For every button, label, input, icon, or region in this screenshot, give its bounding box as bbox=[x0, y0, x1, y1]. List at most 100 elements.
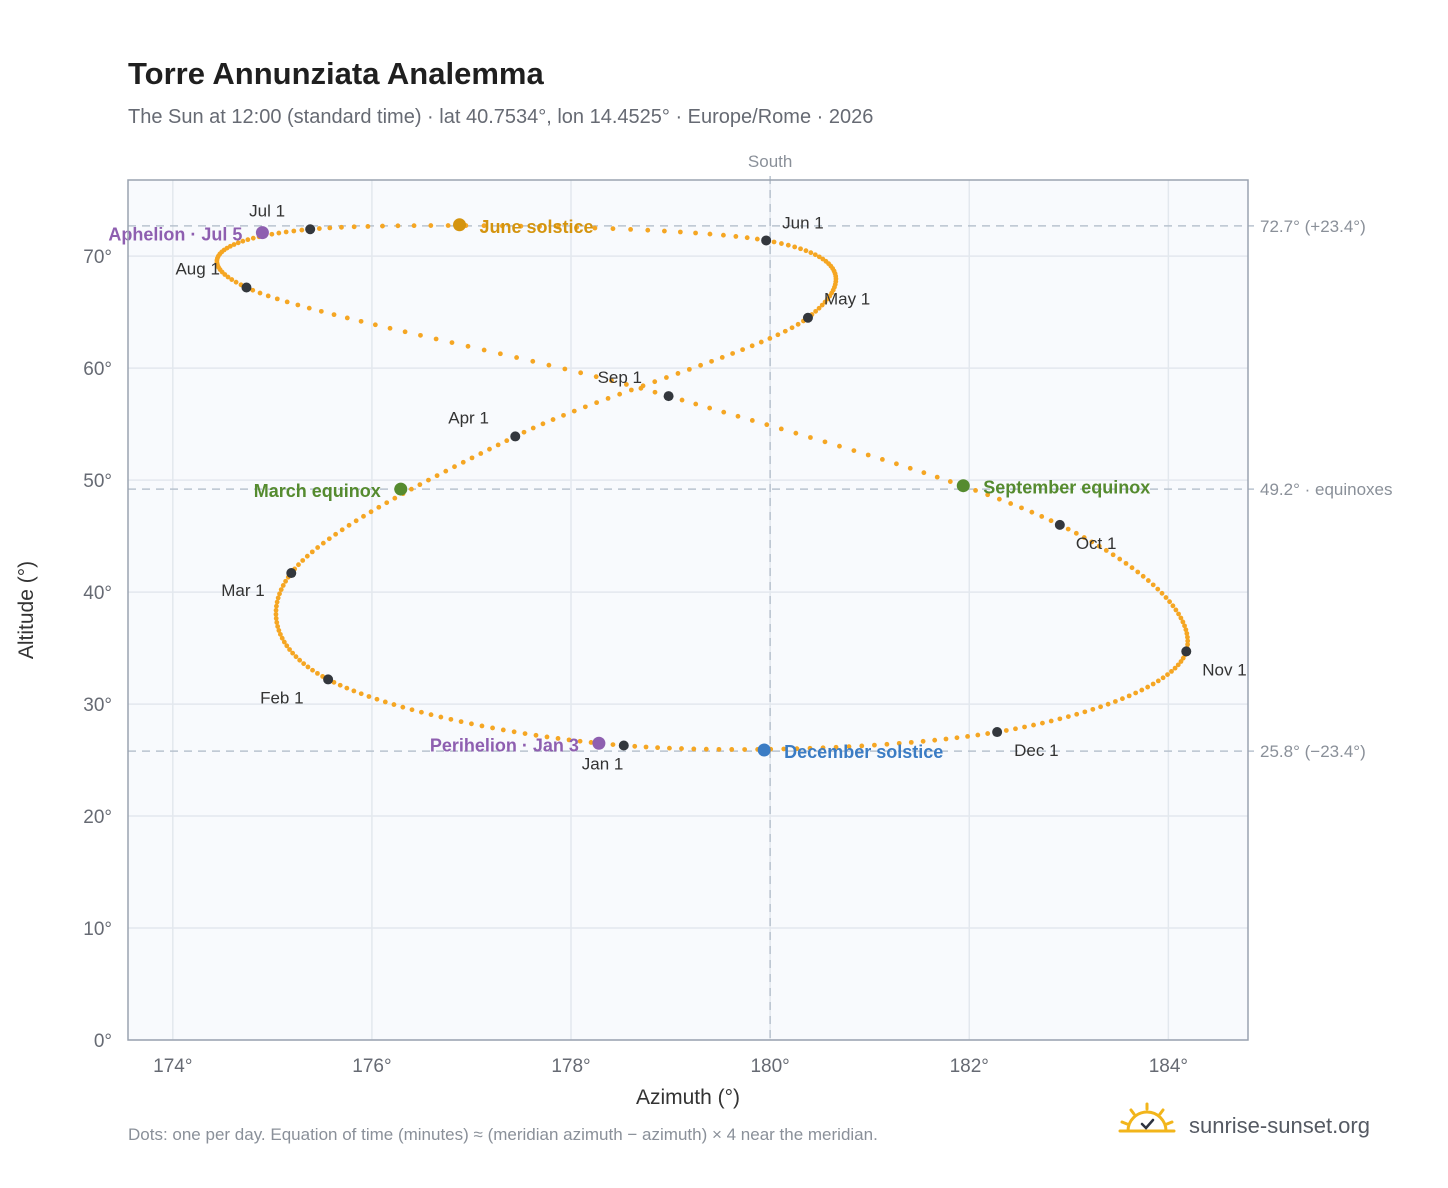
daily-dot bbox=[1159, 590, 1165, 596]
daily-dot bbox=[807, 745, 813, 751]
x-tick-label: 184° bbox=[1149, 1056, 1188, 1077]
daily-dot bbox=[594, 400, 600, 406]
daily-dot bbox=[478, 451, 484, 456]
daily-dot bbox=[225, 274, 231, 280]
daily-dot bbox=[555, 736, 561, 741]
daily-dot bbox=[707, 231, 713, 237]
daily-dot bbox=[996, 496, 1002, 502]
daily-dot bbox=[749, 418, 755, 423]
event-marker bbox=[255, 226, 269, 240]
daily-dot bbox=[452, 464, 457, 470]
daily-dot bbox=[859, 743, 865, 749]
daily-dot bbox=[716, 746, 722, 752]
daily-dot bbox=[448, 716, 454, 722]
chart-subtitle: The Sun at 12:00 (standard time) · lat 4… bbox=[128, 106, 873, 128]
daily-dot bbox=[1089, 539, 1095, 545]
daily-dot bbox=[932, 737, 938, 743]
daily-dot bbox=[812, 252, 818, 258]
event-marker bbox=[394, 482, 408, 496]
daily-dot bbox=[1123, 560, 1129, 566]
month-marker bbox=[802, 312, 813, 323]
month-marker bbox=[761, 235, 772, 246]
daily-dot bbox=[1022, 724, 1027, 730]
daily-dot bbox=[566, 737, 572, 743]
daily-dot bbox=[358, 691, 364, 697]
month-label: May 1 bbox=[824, 290, 870, 309]
daily-dot bbox=[794, 746, 800, 752]
daily-dot bbox=[481, 223, 487, 229]
x-tick-label: 174° bbox=[153, 1056, 192, 1077]
daily-dot bbox=[628, 387, 634, 393]
daily-dot bbox=[588, 740, 594, 745]
daily-dot bbox=[257, 290, 263, 296]
daily-dot bbox=[353, 518, 359, 524]
chart-title: Torre Annunziata Analemma bbox=[128, 56, 544, 91]
event-marker bbox=[757, 743, 771, 757]
month-label: Sep 1 bbox=[598, 368, 642, 387]
daily-dot bbox=[351, 688, 357, 694]
daily-dot bbox=[865, 452, 871, 458]
daily-dot bbox=[291, 228, 297, 234]
daily-dot bbox=[269, 231, 275, 237]
daily-dot bbox=[309, 549, 315, 555]
daily-dot bbox=[434, 473, 440, 479]
daily-dot bbox=[296, 562, 301, 568]
month-marker bbox=[663, 391, 674, 402]
month-label: Mar 1 bbox=[221, 581, 264, 600]
daily-dot bbox=[1065, 526, 1071, 532]
event-label: Aphelion · Jul 5 bbox=[108, 225, 242, 245]
event-marker bbox=[453, 218, 467, 232]
daily-dot bbox=[638, 385, 644, 391]
daily-dot bbox=[592, 225, 598, 231]
event-label: March equinox bbox=[254, 481, 381, 501]
daily-dot bbox=[749, 343, 755, 349]
daily-dot bbox=[721, 232, 726, 238]
daily-dot bbox=[894, 461, 899, 467]
daily-dot bbox=[793, 430, 799, 436]
y-tick-label: 30° bbox=[83, 695, 112, 716]
daily-dot bbox=[368, 509, 374, 515]
daily-dot bbox=[652, 389, 658, 395]
daily-dot bbox=[1019, 505, 1024, 511]
daily-dot bbox=[574, 225, 580, 230]
month-label: Apr 1 bbox=[448, 408, 489, 427]
daily-dot bbox=[400, 704, 406, 710]
month-marker bbox=[323, 674, 334, 685]
daily-dot bbox=[789, 325, 795, 331]
daily-dot bbox=[943, 736, 949, 742]
daily-dot bbox=[808, 435, 813, 440]
daily-dot bbox=[409, 486, 414, 492]
x-tick-label: 176° bbox=[352, 1056, 391, 1077]
event-marker bbox=[956, 479, 970, 493]
month-marker bbox=[1181, 646, 1192, 657]
daily-dot bbox=[315, 545, 321, 550]
daily-dot bbox=[661, 228, 667, 234]
month-label: Nov 1 bbox=[1202, 660, 1246, 679]
daily-dot bbox=[276, 628, 282, 633]
daily-dot bbox=[1145, 684, 1151, 690]
daily-dot bbox=[346, 522, 352, 528]
daily-dot bbox=[1129, 565, 1135, 571]
daily-dot bbox=[1073, 530, 1079, 536]
daily-dot bbox=[274, 296, 280, 302]
daily-dot bbox=[954, 735, 960, 741]
daily-dot bbox=[1081, 535, 1087, 540]
daily-dot bbox=[742, 747, 748, 752]
daily-dot bbox=[273, 616, 279, 621]
daily-dot bbox=[921, 470, 927, 476]
daily-dot bbox=[293, 654, 299, 660]
daily-dot bbox=[310, 667, 315, 673]
daily-dot bbox=[530, 425, 536, 431]
daily-dot bbox=[1172, 665, 1178, 671]
daily-dot bbox=[779, 241, 784, 246]
daily-dot bbox=[1039, 514, 1045, 519]
daily-dot bbox=[652, 379, 658, 385]
daily-dot bbox=[331, 312, 337, 318]
event-label: December solstice bbox=[784, 742, 943, 762]
daily-dot bbox=[365, 224, 371, 229]
daily-dot bbox=[550, 417, 556, 422]
daily-dot bbox=[1008, 501, 1014, 506]
reference-line-label: 72.7° (+23.4°) bbox=[1260, 217, 1366, 236]
x-axis-ticks: 174° 176° 178° 180° 182° 184° bbox=[153, 1056, 1188, 1077]
daily-dot bbox=[1029, 509, 1035, 515]
